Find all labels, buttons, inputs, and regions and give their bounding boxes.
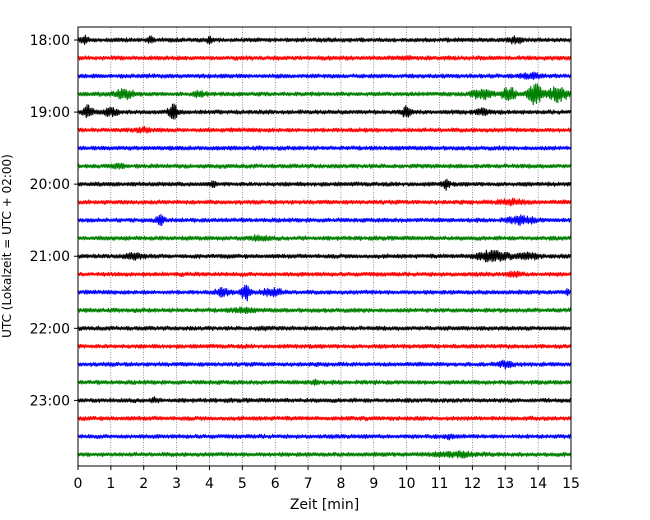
x-tick-label: 5 [238,476,247,492]
seismic-trace [77,450,572,459]
seismic-trace [77,83,572,106]
x-tick-label: 7 [304,476,313,492]
x-tick-label: 12 [463,476,481,492]
seismic-trace [77,234,572,242]
y-tick-label: 22:00 [30,321,70,337]
x-tick-label: 11 [431,476,449,492]
seismic-trace [77,325,572,332]
x-tick-label: 4 [205,476,214,492]
y-tick-label: 19:00 [30,105,70,121]
seismic-trace [77,415,572,422]
seismic-trace [77,284,572,302]
x-tick-label: 3 [172,476,181,492]
seismic-trace [77,213,572,227]
x-axis-label: Zeit [min] [290,497,359,513]
y-axis-label: UTC (Lokalzeit = UTC + 02:00) [0,154,14,338]
x-tick-label: 14 [529,476,547,492]
seismic-trace [77,343,572,350]
seismic-trace [77,249,572,263]
seismic-trace [77,55,572,61]
x-tick-label: 13 [496,476,514,492]
seismic-trace [77,34,572,46]
x-tick-label: 15 [562,476,580,492]
x-tick-label: 1 [106,476,115,492]
x-tick-label: 6 [271,476,280,492]
seismic-trace [77,378,572,386]
seismic-trace [77,433,572,441]
seismic-trace [77,162,572,170]
seismic-trace [77,270,572,279]
y-tick-label: 21:00 [30,249,70,265]
seismic-trace [77,396,572,404]
seismic-trace [77,71,572,81]
trace-layer [77,34,572,459]
seismic-trace [77,103,572,120]
y-tick-label: 20:00 [30,177,70,193]
x-tick-label: 2 [139,476,148,492]
x-tick-label: 10 [398,476,416,492]
x-axis-ticks: 0 1 2 3 4 5 6 7 8 9 10 11 12 13 14 15 [74,466,580,492]
seismic-trace [77,197,572,207]
seismic-trace [77,178,572,191]
y-tick-label: 23:00 [30,393,70,409]
seismic-trace [77,125,572,134]
x-tick-label: 9 [369,476,378,492]
grid-layer [110,27,539,466]
y-axis-ticks: 18:00 19:00 20:00 21:00 22:00 23:00 [30,33,78,409]
seismic-trace [77,145,572,151]
y-tick-label: 18:00 [30,33,70,49]
x-tick-label: 8 [336,476,345,492]
plot-frame [77,26,572,467]
x-tick-label: 0 [74,476,83,492]
seismic-trace [77,306,572,314]
seismic-trace [77,359,572,370]
